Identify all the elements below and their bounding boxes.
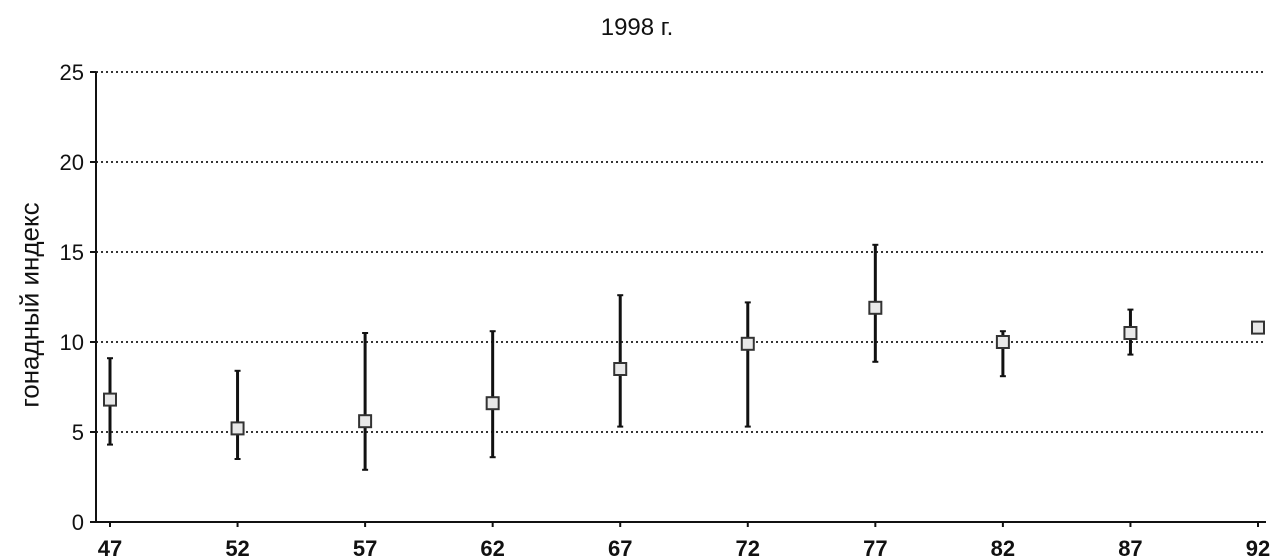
data-point-77 — [868, 300, 883, 315]
x-tick-label-72: 72 — [736, 536, 760, 560]
y-tick-label-10: 10 — [60, 330, 84, 355]
data-point-92 — [1251, 320, 1265, 335]
data-point-87 — [1123, 326, 1138, 340]
y-tick-label-20: 20 — [60, 150, 84, 175]
y-tick-label-0: 0 — [72, 510, 84, 535]
x-tick-label-57: 57 — [353, 536, 377, 560]
x-tick-label-77: 77 — [863, 536, 887, 560]
data-point-57 — [358, 414, 373, 429]
chart-title: 1998 г. — [600, 14, 674, 41]
y-tick-label-25: 25 — [60, 60, 84, 85]
data-point-82 — [995, 335, 1010, 349]
data-point-72 — [740, 336, 755, 351]
x-tick-label-52: 52 — [225, 536, 249, 560]
x-tick-label-67: 67 — [608, 536, 632, 560]
x-tick-label-87: 87 — [1118, 536, 1142, 560]
data-point-62 — [485, 396, 500, 411]
x-tick-label-62: 62 — [480, 536, 504, 560]
x-tick-label-82: 82 — [991, 536, 1015, 560]
x-tick-label-47: 47 — [98, 536, 122, 560]
y-tick-label-15: 15 — [60, 240, 84, 265]
data-point-67 — [613, 362, 628, 376]
y-tick-label-5: 5 — [72, 420, 84, 445]
data-point-47 — [103, 392, 117, 407]
x-tick-label-92: 92 — [1246, 536, 1270, 560]
data-point-52 — [230, 421, 245, 436]
